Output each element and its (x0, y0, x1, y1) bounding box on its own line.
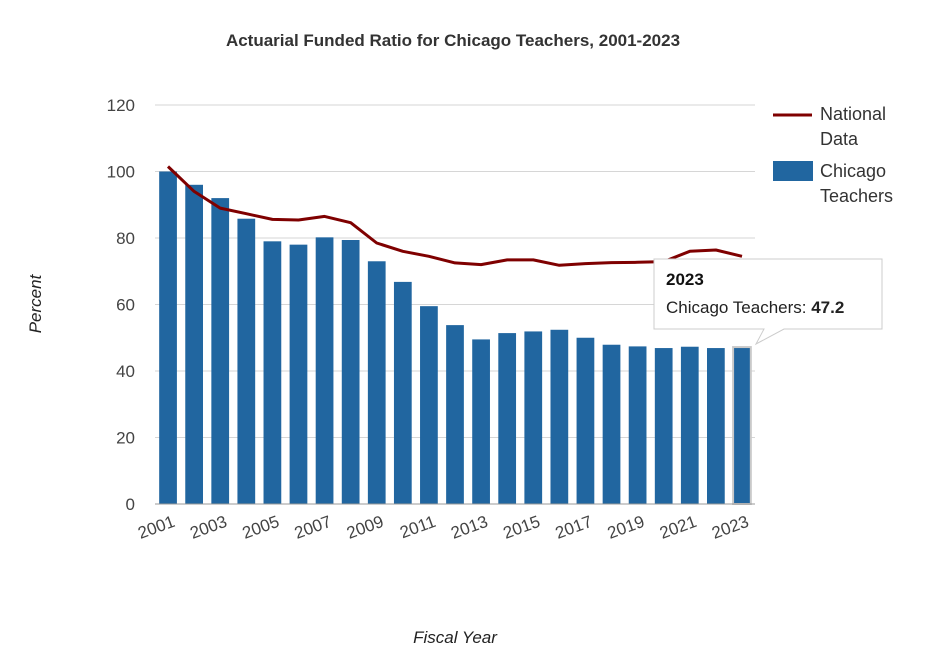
bar-2009[interactable] (367, 261, 386, 504)
bar-series (159, 171, 752, 505)
bar-2011[interactable] (420, 306, 438, 504)
line-series (166, 165, 743, 267)
legend: National Data Chicago Teachers (773, 104, 893, 206)
x-tick-label: 2005 (240, 512, 282, 543)
bar-2006[interactable] (289, 244, 308, 504)
x-tick-label: 2017 (553, 512, 595, 543)
y-tick-label: 80 (116, 229, 135, 248)
bar-2008[interactable] (341, 239, 360, 504)
x-tick-label: 2015 (501, 512, 543, 543)
y-axis-label: Percent (26, 273, 45, 333)
x-tick-label: 2023 (709, 512, 751, 543)
bar-2014[interactable] (498, 333, 517, 504)
bar-2019[interactable] (628, 346, 647, 504)
bar-2001[interactable] (159, 171, 177, 505)
bar-2022[interactable] (707, 348, 725, 504)
tooltip-series-label: Chicago Teachers: (666, 298, 811, 317)
x-axis: 2001 2003 2005 2007 2009 2011 2013 2015 2017 2019… (135, 503, 755, 543)
y-tick-label: 0 (126, 495, 135, 514)
y-tick-label: 120 (107, 96, 135, 115)
bar-2017[interactable] (576, 337, 595, 504)
legend-label-national-data: National Data (820, 104, 886, 149)
bar-2004[interactable] (237, 218, 256, 504)
y-axis: 0 20 40 60 80 100 120 (107, 96, 135, 514)
bar-2002[interactable] (185, 184, 203, 505)
bar-2018[interactable] (602, 344, 621, 504)
y-tick-label: 100 (107, 163, 135, 182)
legend-label-chicago-teachers: Chicago Teachers (820, 161, 893, 206)
tooltip: 2023 Chicago Teachers: 47.2 (653, 258, 883, 346)
bar-2012[interactable] (446, 325, 464, 504)
x-axis-label: Fiscal Year (413, 628, 498, 647)
bar-2007[interactable] (315, 237, 334, 504)
bar-2010[interactable] (393, 281, 412, 504)
x-tick-label: 2001 (135, 512, 177, 543)
x-tick-label: 2011 (397, 512, 438, 542)
y-tick-label: 60 (116, 296, 135, 315)
bar-2015[interactable] (524, 331, 543, 504)
bar-2016[interactable] (550, 329, 569, 504)
bar-2021[interactable] (680, 346, 699, 504)
x-tick-label: 2007 (292, 512, 334, 543)
x-tick-label: 2013 (448, 512, 490, 543)
bar-2003[interactable] (211, 198, 230, 504)
bar-2020[interactable] (654, 348, 673, 504)
legend-item-national-data[interactable]: National Data (773, 104, 886, 149)
bar-2023[interactable] (732, 346, 752, 505)
legend-bar-swatch (773, 161, 813, 181)
chart-title: Actuarial Funded Ratio for Chicago Teach… (226, 31, 680, 50)
x-tick-label: 2003 (188, 512, 230, 543)
y-tick-label: 20 (116, 429, 135, 448)
legend-item-chicago-teachers[interactable]: Chicago Teachers (773, 161, 893, 206)
tooltip-body: Chicago Teachers: 47.2 (666, 298, 844, 317)
bar-2013[interactable] (472, 339, 490, 504)
x-tick-label: 2019 (605, 512, 647, 543)
bar-2005[interactable] (263, 241, 282, 504)
national-data-line[interactable] (166, 165, 743, 267)
y-tick-label: 40 (116, 362, 135, 381)
x-tick-label: 2009 (344, 512, 386, 543)
x-tick-label: 2021 (657, 512, 699, 543)
tooltip-title: 2023 (666, 270, 704, 289)
tooltip-value: 47.2 (811, 298, 844, 317)
tooltip-box (653, 258, 883, 346)
